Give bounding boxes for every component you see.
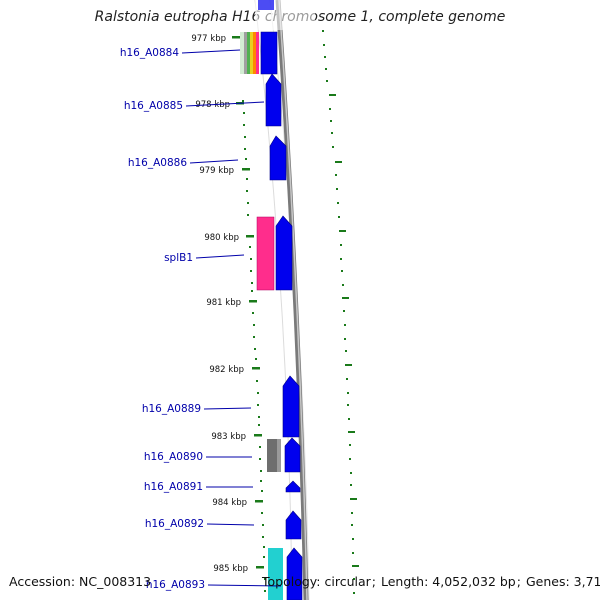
- length-label: Length:: [380, 574, 429, 589]
- scale-tick-label: 980 kbp: [204, 233, 239, 243]
- scale-tick-977: 977 kbp: [191, 34, 240, 44]
- gene-arrow-spl-b1: [275, 215, 293, 291]
- genome-summary-footer: Topology: circular; Length: 4,052,032 bp…: [262, 574, 600, 589]
- right-tick-column: [322, 30, 359, 594]
- scale-tick-label: 983 kbp: [211, 432, 246, 442]
- gene-label-spl-b1[interactable]: splB1: [164, 252, 193, 264]
- scale-ticks: 977 kbp 978 kbp 979 kbp 980 kbp 981 kbp …: [191, 34, 264, 574]
- scale-tick-981: 981 kbp: [206, 298, 257, 308]
- scale-tick-label: 985 kbp: [213, 564, 248, 574]
- scale-tick-label: 979 kbp: [199, 166, 234, 176]
- gray-feature-h16-a0890-shade: [277, 439, 281, 472]
- scale-tick-label: 984 kbp: [212, 498, 247, 508]
- rna-feature-spl-b1: [256, 216, 275, 291]
- gene-arrow-h16-a0891: [285, 480, 301, 493]
- gene-label-h16-a0885[interactable]: h16_A0885: [124, 100, 183, 112]
- length-value: 4,052,032 bp: [432, 574, 516, 589]
- gene-label-h16-a0889[interactable]: h16_A0889: [142, 403, 201, 415]
- gene-label-h16-a0893[interactable]: h16_A0893: [146, 579, 205, 591]
- accession-value: NC_008313: [79, 574, 152, 589]
- gene-arrow-h16-a0889: [282, 375, 300, 438]
- scale-tick-980: 980 kbp: [204, 233, 254, 243]
- left-tick-column: [242, 100, 266, 592]
- accession-footer: Accession: NC_008313: [9, 574, 151, 589]
- gene-label-h16-a0890[interactable]: h16_A0890: [144, 451, 203, 463]
- gene-arrow-h16-a0884: [260, 31, 278, 75]
- topology-label: Topology:: [262, 574, 321, 589]
- gene-arrow-h16-a0890: [284, 437, 301, 473]
- gene-label-h16-a0892[interactable]: h16_A0892: [145, 518, 204, 530]
- accession-label: Accession:: [9, 574, 76, 589]
- scale-tick-979: 979 kbp: [199, 166, 250, 176]
- gene-labels: h16_A0884 h16_A0885 h16_A0886 splB1 h16_…: [120, 47, 282, 591]
- stripe-feature: [240, 32, 259, 74]
- scale-tick-label: 977 kbp: [191, 34, 226, 44]
- topology-value: circular: [324, 574, 371, 589]
- gene-arrow-h16-a0886: [269, 135, 287, 181]
- scale-tick-label: 982 kbp: [209, 365, 244, 375]
- cyan-feature-h16-a0893: [268, 548, 283, 600]
- scale-tick-label: 981 kbp: [206, 298, 241, 308]
- gene-label-h16-a0891[interactable]: h16_A0891: [144, 481, 203, 493]
- gene-arrow-h16-a0885: [265, 73, 282, 127]
- scale-tick-984: 984 kbp: [212, 498, 263, 508]
- gene-arrow-h16-a0893: [286, 547, 303, 600]
- chromosome-backbone-highlight: [278, 0, 308, 600]
- gene-arrow-h16-a0892: [285, 510, 302, 540]
- gene-label-h16-a0886[interactable]: h16_A0886: [128, 157, 187, 169]
- genes-label: Genes:: [525, 574, 570, 589]
- gene-label-h16-a0884[interactable]: h16_A0884: [120, 47, 179, 59]
- scale-tick-982: 982 kbp: [209, 365, 260, 375]
- scale-tick-985: 985 kbp: [213, 564, 264, 574]
- genes-value: 3,711: [573, 574, 600, 589]
- chromosome-backbone: [275, 0, 309, 600]
- scale-tick-983: 983 kbp: [211, 432, 262, 442]
- gene-block-top: [258, 0, 274, 10]
